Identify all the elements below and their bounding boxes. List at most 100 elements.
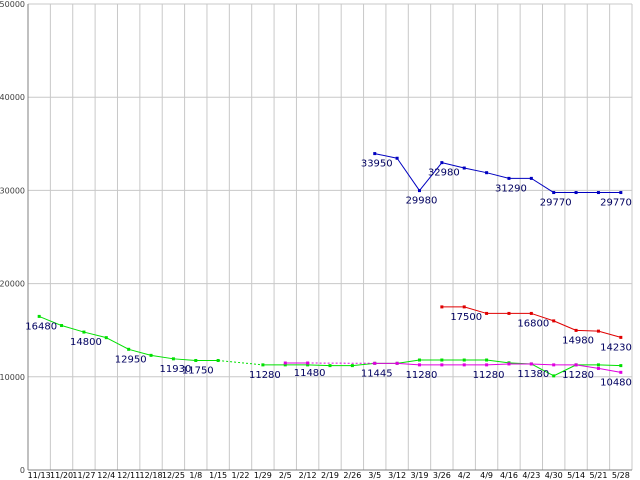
series-1-segment [419,162,443,191]
series-3-point [82,330,86,334]
data-label: 11480 [294,368,326,379]
series-3-segment [307,364,331,367]
series-4-point [507,362,511,366]
series-1-point [485,171,489,175]
data-label: 11445 [361,368,393,379]
series-4-segment [486,363,509,366]
x-tick-label: 3/19 [410,471,428,480]
series-3-point [261,363,265,367]
series-1-point [417,189,421,193]
series-1-segment [396,157,420,191]
y-tick-label: 0 [20,466,25,475]
x-tick-label: 1/15 [209,471,227,480]
series-3-segment [106,337,129,350]
y-tick-label: 20000 [0,280,25,289]
series-3-point [37,314,41,318]
series-3-point [485,358,489,362]
data-label: 11380 [517,369,549,380]
series-3-point [350,364,354,368]
data-label: 16800 [517,318,549,329]
series-4-segment [575,364,599,369]
series-3-segment [61,325,85,333]
x-tick-label: 4/23 [522,471,540,480]
y-tick-label: 40000 [0,93,25,102]
series-4-point [395,361,399,365]
x-tick-label: 4/9 [480,471,493,480]
series-4-point [283,361,287,365]
x-tick-label: 3/5 [368,471,381,480]
x-tick-label: 5/28 [612,471,630,480]
series-3-point [149,353,153,357]
series-3-point [171,357,175,361]
series-1-segment [531,177,554,193]
data-label: 14980 [562,335,594,346]
series-1-segment [441,162,465,169]
series-3-segment [128,348,152,356]
data-label: 11750 [182,365,214,376]
series-1-point [507,176,511,180]
x-tick-label: 3/12 [388,471,406,480]
series-3-segment [598,364,621,367]
y-tick-label: 30000 [0,186,25,195]
x-tick-label: 2/5 [279,471,292,480]
series-4-point [619,370,623,374]
series-1-point [395,156,399,160]
series-lines [37,152,623,378]
data-label: 14230 [600,342,632,353]
series-3-segment [553,364,577,377]
y-tick-label: 10000 [0,373,25,382]
series-4-point [417,363,421,367]
x-tick-label: 11/20 [50,471,73,480]
series-3-segment [83,331,107,339]
series-2-point [619,335,623,339]
series-3-point [60,324,64,328]
series-4-segment [397,362,420,366]
series-3-segment [531,363,554,377]
series-1-point [552,191,556,195]
data-label: 33950 [361,159,393,170]
x-tick-label: 12/25 [162,471,185,480]
x-tick-label: 1/8 [189,471,202,480]
series-3-point [216,358,220,362]
x-tick-label: 1/22 [232,471,250,480]
series-3-segment [38,315,62,327]
x-tick-label: 2/19 [321,471,339,480]
series-3-point [104,336,108,340]
series-3-point [417,358,421,362]
series-1-point [529,176,533,180]
x-tick-label: 2/12 [299,471,317,480]
series-2-segment [531,312,554,322]
series-1-segment [374,153,398,159]
data-label: 16480 [25,321,57,332]
data-label: 29770 [600,198,632,209]
data-label: 11280 [562,370,594,381]
series-2-point [552,319,556,323]
series-3-segment [486,359,510,364]
series-3-segment [397,359,420,364]
series-3-point [283,363,287,367]
series-3-segment [150,354,174,360]
data-label: 11280 [473,370,505,381]
x-tick-label: 4/2 [458,471,471,480]
data-label: 11280 [406,370,438,381]
series-2-point [485,311,489,315]
series-4-point [440,363,444,367]
x-tick-label: 5/21 [589,471,607,480]
series-4-point [529,362,533,366]
series-1-point [596,191,600,195]
series-3-point [328,364,332,368]
x-tick-label: 11/27 [72,471,95,480]
series-2-segment [464,306,487,314]
series-3-point [552,374,556,378]
series-4-point [574,363,578,367]
series-2-point [462,305,466,309]
data-label: 29980 [406,196,438,207]
x-tick-label: 2/26 [343,471,361,480]
y-tick-label: 50000 [0,0,25,9]
series-3-point [194,358,198,362]
data-label: 10480 [600,377,632,388]
series-2-point [574,328,578,332]
series-3-segment [352,362,375,367]
data-label: 31290 [495,183,527,194]
